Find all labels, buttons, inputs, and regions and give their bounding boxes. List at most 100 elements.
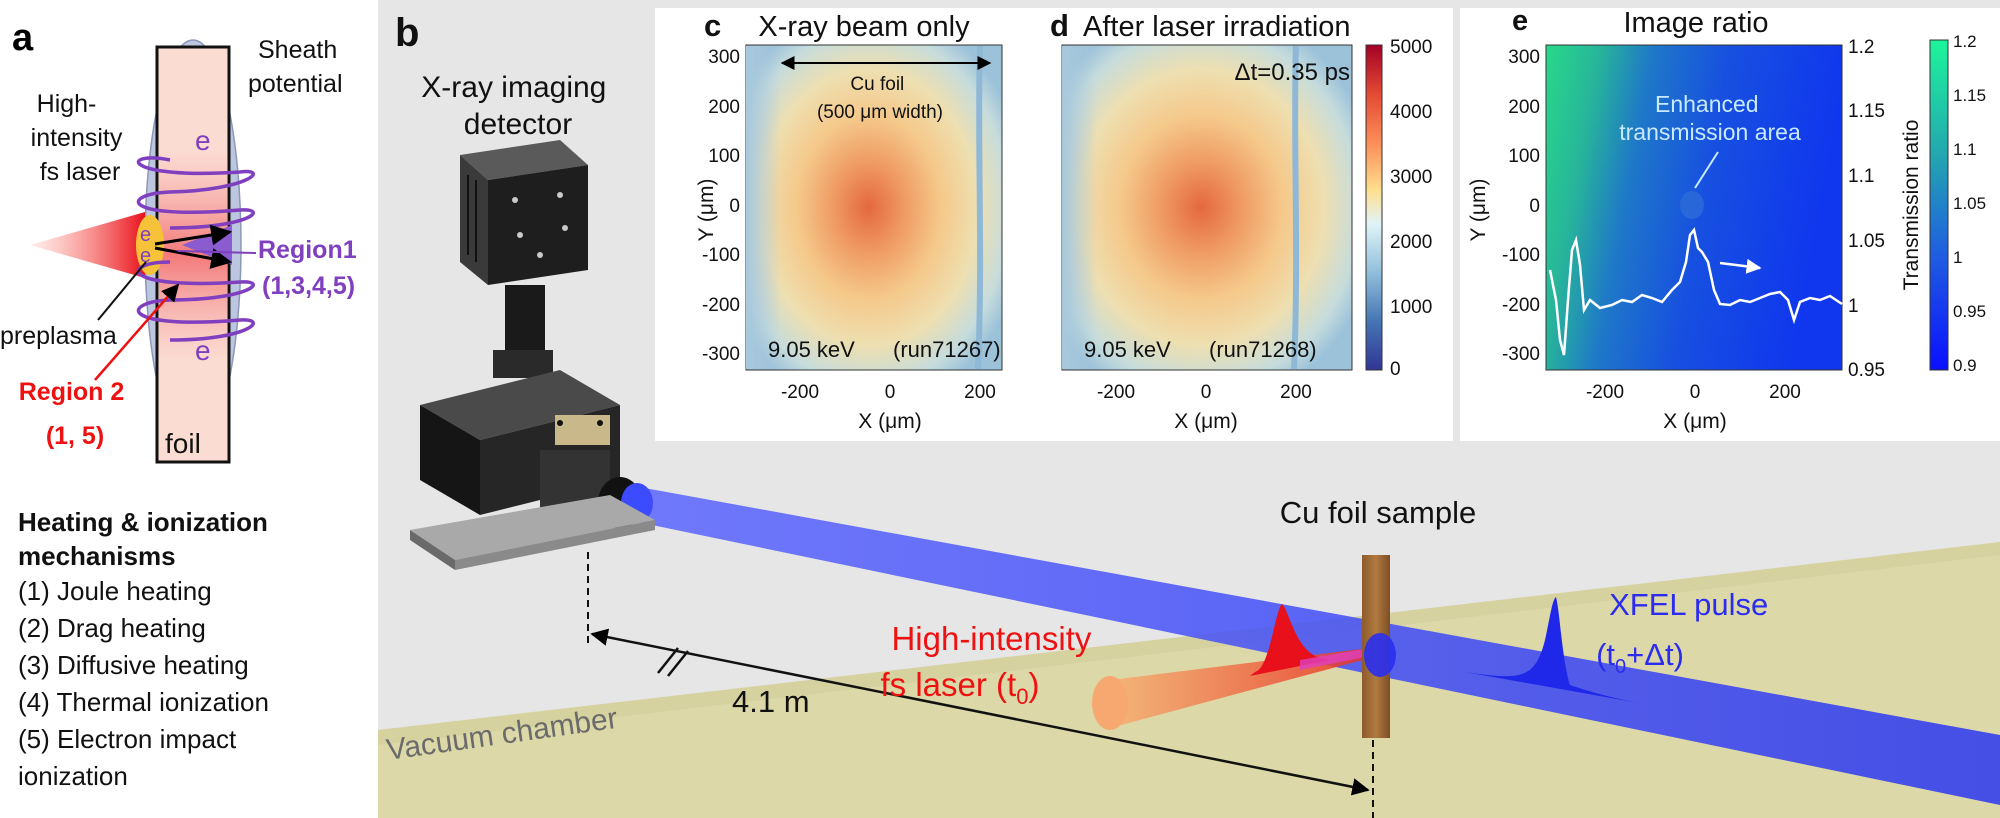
y-tick: -100 <box>702 245 740 266</box>
x-tick: -200 <box>1097 382 1135 403</box>
panel-c-y-ticks: 300 200 100 0 -100 -200 -300 <box>702 47 740 365</box>
cb-tick: 1.15 <box>1953 86 1986 105</box>
y-tick: 100 <box>1508 146 1540 167</box>
panel-c-foil-edge-left <box>746 46 781 369</box>
panel-d-foil-edge-left <box>1062 46 1097 369</box>
fs-laser-pulse <box>1250 604 1330 676</box>
cb-tick: 4000 <box>1390 102 1432 123</box>
mechanisms-heading-2: mechanisms <box>18 541 176 571</box>
panel-d-xlabel: X (μm) <box>1174 410 1237 433</box>
sheath-potential-label: Sheath potential <box>248 36 344 98</box>
panel-d-title: After laser irradiation <box>1083 11 1351 43</box>
panel-d-foil-edge-right <box>1291 45 1300 370</box>
panel-d-run: (run71268) <box>1209 337 1317 362</box>
laser-interaction <box>1300 648 1370 670</box>
beam-spot <box>1364 633 1396 677</box>
mechanism-item: (4) Thermal ionization <box>18 687 269 717</box>
enhanced-spot <box>1680 191 1704 219</box>
panel-e-title: Image ratio <box>1623 7 1768 39</box>
panel-e-letter: e <box>1512 5 1528 37</box>
ratio-colorbar <box>1929 39 1949 371</box>
panel-a-laser-label: High- intensity fs laser <box>31 90 130 186</box>
profile-axis-arrow <box>1719 258 1762 274</box>
y-tick: 300 <box>1508 47 1540 68</box>
y-tick: -100 <box>1502 245 1540 266</box>
cb-tick: 0 <box>1390 359 1401 380</box>
region1-label: Region1 (1,3,4,5) <box>258 236 364 300</box>
panel-b-letter: b <box>395 11 419 55</box>
electron-symbol-pre2: e <box>140 245 151 267</box>
mechanism-item: (3) Diffusive heating <box>18 650 249 680</box>
panel-d-energy: 9.05 keV <box>1084 337 1171 362</box>
cb-tick: 2000 <box>1390 232 1432 253</box>
panel-a-letter: a <box>12 17 34 59</box>
preplasma-label: preplasma <box>0 322 117 350</box>
mechanisms-list: Heating & ionization mechanisms (1) Joul… <box>18 505 378 795</box>
panel-d-delay: Δt=0.35 ps <box>1235 59 1350 86</box>
ratio-tick: 1.2 <box>1848 37 1874 58</box>
detector-label: X-ray imaging detector <box>421 71 614 141</box>
cb-tick: 1.2 <box>1953 32 1977 51</box>
y-tick: 100 <box>708 146 740 167</box>
panel-d-x-ticks: -200 0 200 <box>1097 382 1312 403</box>
region2-label: Region 2 (1, 5) <box>19 378 132 450</box>
cb-tick: 1000 <box>1390 297 1432 318</box>
panel-e: e Image ratio Enhanced transmission area… <box>1467 5 1986 433</box>
y-tick: -200 <box>1502 295 1540 316</box>
cb-tick: 1.1 <box>1953 140 1977 159</box>
y-tick: 0 <box>1529 196 1540 217</box>
y-tick: -300 <box>1502 344 1540 365</box>
y-tick: 200 <box>708 97 740 118</box>
cb-tick: 0.95 <box>1953 302 1986 321</box>
transmission-profile <box>1548 227 1843 356</box>
panel-c-ylabel: Y (μm) <box>695 178 718 241</box>
x-tick: -200 <box>781 382 819 403</box>
cu-foil-annotation: Cu foil (500 μm width) <box>817 74 943 123</box>
distance-label: 4.1 m <box>732 684 810 719</box>
region1-pointer <box>177 250 257 254</box>
panel-e-xlabel: X (μm) <box>1663 410 1726 433</box>
panel-e-right-ticks: 1.2 1.15 1.1 1.05 1 0.95 <box>1848 37 1885 381</box>
mechanism-item: (5) Electron impact <box>18 724 237 754</box>
y-tick: -200 <box>702 295 740 316</box>
x-tick: 0 <box>1201 382 1212 403</box>
intensity-colorbar <box>1365 44 1383 371</box>
y-tick: 200 <box>1508 97 1540 118</box>
ratio-colorbar-label: Transmission ratio <box>1900 120 1923 291</box>
x-tick: 200 <box>1769 382 1801 403</box>
electron-symbol-bottom: e <box>195 335 211 366</box>
laser-cone <box>30 212 145 278</box>
arrow-region1-down <box>154 246 233 269</box>
enhanced-annotation: Enhanced transmission area <box>1619 91 1801 145</box>
panel-c-energy: 9.05 keV <box>768 337 855 362</box>
y-tick: -300 <box>702 344 740 365</box>
panel-d-letter: d <box>1050 8 1069 43</box>
panel-d-image <box>1061 44 1353 371</box>
panel-e-x-ticks: -200 0 200 <box>1586 382 1801 403</box>
y-tick: 0 <box>729 196 740 217</box>
panel-e-ylabel: Y (μm) <box>1467 178 1490 241</box>
cu-foil-sample-label: Cu foil sample <box>1280 495 1476 530</box>
mechanism-item: (1) Joule heating <box>18 576 212 606</box>
cb-tick: 3000 <box>1390 167 1432 188</box>
xfel-label: XFEL pulse (t0+Δt) <box>1596 587 1777 678</box>
intensity-colorbar-ticks: 5000 4000 3000 2000 1000 0 <box>1390 37 1432 380</box>
panel-c-x-ticks: -200 0 200 <box>781 382 996 403</box>
panel-d: d After laser irradiation Δt=0.35 ps 9.0… <box>1050 8 1432 433</box>
x-tick: 200 <box>964 382 996 403</box>
arrow-region1-up <box>154 224 233 246</box>
x-tick: 0 <box>885 382 896 403</box>
panel-c-foil-edge-right <box>975 45 984 370</box>
fs-laser-aperture <box>1092 676 1128 730</box>
ratio-tick: 0.95 <box>1848 360 1885 381</box>
mechanisms-heading-1: Heating & ionization <box>18 507 268 537</box>
preplasma <box>136 215 164 275</box>
panel-a: a e e e e Sheath potential High- intensi… <box>0 17 364 464</box>
electron-symbol-pre1: e <box>140 224 151 246</box>
cb-tick: 1 <box>1953 248 1962 267</box>
x-tick: 0 <box>1690 382 1701 403</box>
panel-c-xlabel: X (μm) <box>858 410 921 433</box>
mechanism-item: ionization <box>18 761 128 791</box>
ratio-tick: 1.05 <box>1848 231 1885 252</box>
